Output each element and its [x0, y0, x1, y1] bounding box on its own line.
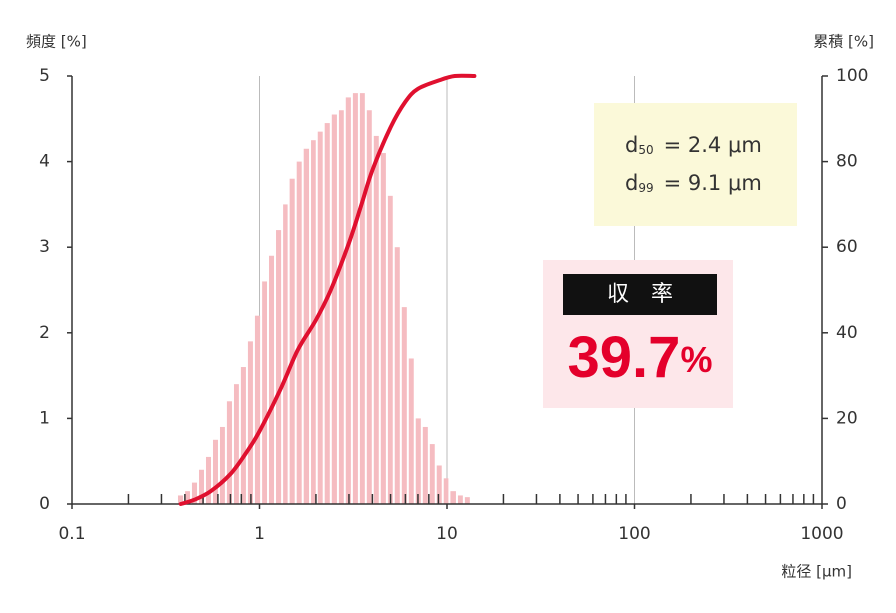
y2-axis-label: 累積 [%]	[813, 33, 874, 51]
bar	[408, 358, 414, 504]
bar	[240, 367, 246, 504]
bar	[247, 341, 253, 504]
bar	[415, 418, 421, 504]
bar	[199, 469, 204, 504]
y-tick-label: 3	[39, 237, 50, 257]
bar	[324, 123, 330, 504]
bar	[401, 307, 407, 504]
y2-tick-label: 60	[836, 237, 858, 257]
bar	[373, 135, 379, 505]
stat-d50: d50 = 2.4 μm	[625, 133, 762, 157]
y2-tick-label: 80	[836, 152, 858, 172]
bar	[436, 465, 442, 504]
y-tick-label: 1	[39, 408, 50, 428]
bar	[457, 495, 463, 504]
bar	[219, 426, 225, 504]
bar	[450, 491, 456, 504]
bar	[317, 131, 323, 504]
x-tick-label: 10	[436, 524, 458, 544]
stat-label: d	[625, 133, 638, 157]
bar	[276, 230, 282, 504]
bar	[464, 497, 470, 504]
bar	[296, 161, 302, 504]
stat-sub: 50	[638, 143, 653, 157]
x-tick-label: 1000	[800, 524, 843, 544]
stat-sub: 99	[638, 181, 653, 195]
bar	[268, 255, 275, 504]
bar	[380, 153, 386, 505]
bar	[205, 456, 211, 504]
y2-tick-label: 40	[836, 323, 858, 343]
bar	[177, 495, 184, 504]
cumulative-line	[178, 73, 477, 506]
bar	[345, 97, 351, 505]
stats-box	[594, 103, 797, 226]
bar	[212, 439, 218, 504]
bar	[359, 93, 365, 505]
y-tick-label: 2	[39, 323, 50, 343]
yield-value: 39.7%	[568, 325, 713, 390]
stat-d99: d99 = 9.1 μm	[625, 171, 762, 195]
x-tick-label: 100	[618, 524, 650, 544]
yield-unit: %	[680, 339, 712, 380]
stat-text: = 9.1 μm	[664, 171, 762, 195]
bar	[429, 444, 435, 504]
y-tick-label: 4	[39, 152, 50, 172]
bar	[394, 247, 400, 504]
bar	[366, 110, 372, 505]
yield-title: 収 率	[607, 282, 673, 307]
bar	[443, 478, 449, 504]
bar	[226, 401, 232, 504]
bar	[254, 315, 261, 504]
y-tick-label: 0	[39, 494, 50, 514]
stat-label: d	[625, 171, 638, 195]
yield-number: 39.7	[568, 325, 681, 390]
bar	[338, 110, 344, 505]
bar	[352, 93, 358, 505]
bar	[262, 281, 267, 504]
bar	[233, 384, 239, 504]
bar	[289, 178, 295, 504]
bar	[331, 114, 337, 505]
y2-tick-label: 20	[836, 408, 858, 428]
bar	[283, 204, 288, 504]
y-axis-label: 頻度 [%]	[26, 33, 87, 51]
x-tick-label: 0.1	[58, 524, 85, 544]
bar	[303, 148, 310, 504]
x-tick-label: 1	[254, 524, 265, 544]
bar	[422, 426, 428, 504]
bar	[191, 482, 198, 504]
yield-header	[563, 274, 717, 315]
bar	[185, 491, 190, 504]
stat-text: = 2.4 μm	[664, 133, 762, 157]
y-tick-label: 5	[39, 66, 50, 86]
y2-tick-label: 0	[836, 494, 847, 514]
bar	[387, 195, 393, 504]
y2-tick-label: 100	[836, 66, 868, 86]
x-axis-label: 粒径 [μm]	[781, 563, 852, 581]
